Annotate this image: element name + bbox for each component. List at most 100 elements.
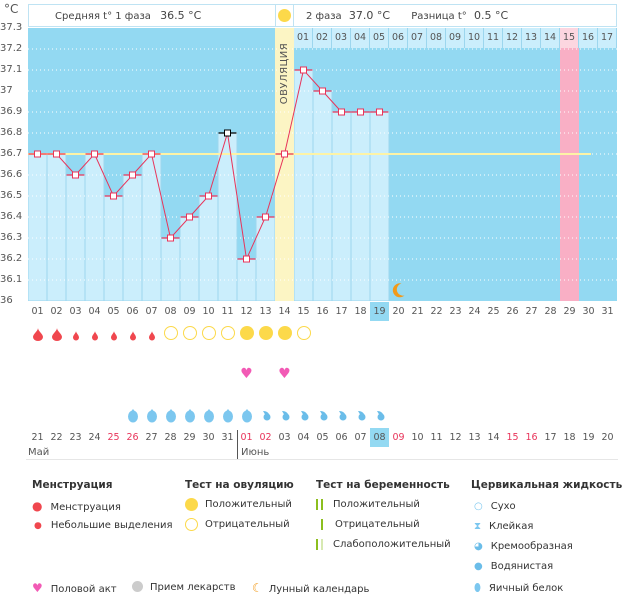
- cycle-day-label[interactable]: 29: [563, 306, 576, 317]
- calendar-date[interactable]: 19: [582, 432, 595, 443]
- temperature-point[interactable]: [186, 213, 193, 221]
- ovulation-test-positive-icon[interactable]: [275, 326, 294, 343]
- ovulation-test-negative-icon[interactable]: [294, 326, 313, 343]
- egg-white-icon[interactable]: [218, 408, 237, 426]
- temperature-point[interactable]: [129, 171, 136, 179]
- spotting-drop-icon[interactable]: [66, 327, 85, 344]
- calendar-date[interactable]: 26: [126, 432, 139, 443]
- calendar-date[interactable]: 17: [544, 432, 557, 443]
- calendar-date[interactable]: 22: [50, 432, 63, 443]
- temperature-point[interactable]: [300, 66, 307, 74]
- calendar-date[interactable]: 15: [506, 432, 519, 443]
- temperature-point[interactable]: [319, 87, 326, 95]
- cycle-day-label[interactable]: 18: [354, 306, 367, 317]
- temperature-point[interactable]: [376, 108, 383, 116]
- cycle-day-label[interactable]: 31: [601, 306, 614, 317]
- temperature-point[interactable]: [110, 192, 117, 200]
- calendar-date[interactable]: 08: [370, 428, 389, 447]
- calendar-date[interactable]: 14: [487, 432, 500, 443]
- cycle-day-label[interactable]: 02: [50, 306, 63, 317]
- temperature-point[interactable]: [281, 150, 288, 158]
- ovulation-test-negative-icon[interactable]: [199, 326, 218, 343]
- calendar-date[interactable]: 12: [449, 432, 462, 443]
- cycle-day-label[interactable]: 09: [183, 306, 196, 317]
- spotting-drop-icon[interactable]: [85, 327, 104, 344]
- ovulation-test-positive-icon[interactable]: [256, 326, 275, 343]
- temperature-point[interactable]: [34, 150, 41, 158]
- cycle-day-label[interactable]: 23: [449, 306, 462, 317]
- calendar-date[interactable]: 09: [392, 432, 405, 443]
- calendar-date[interactable]: 25: [107, 432, 120, 443]
- cycle-day-label[interactable]: 12: [240, 306, 253, 317]
- cycle-day-label[interactable]: 19: [370, 302, 389, 321]
- calendar-date[interactable]: 21: [31, 432, 44, 443]
- egg-white-icon[interactable]: [199, 408, 218, 426]
- creamy-icon[interactable]: [313, 408, 332, 425]
- creamy-icon[interactable]: [275, 408, 294, 425]
- calendar-date[interactable]: 11: [430, 432, 443, 443]
- cycle-day-label[interactable]: 30: [582, 306, 595, 317]
- calendar-date[interactable]: 16: [525, 432, 538, 443]
- temperature-point[interactable]: [357, 108, 364, 116]
- cycle-day-label[interactable]: 03: [69, 306, 82, 317]
- creamy-icon[interactable]: [256, 408, 275, 425]
- menstruation-drop-icon[interactable]: [28, 327, 47, 344]
- calendar-date[interactable]: 03: [278, 432, 291, 443]
- calendar-date[interactable]: 27: [145, 432, 158, 443]
- egg-white-icon[interactable]: [142, 408, 161, 426]
- cycle-day-label[interactable]: 08: [164, 306, 177, 317]
- spotting-drop-icon[interactable]: [142, 327, 161, 344]
- cycle-day-label[interactable]: 07: [145, 306, 158, 317]
- spotting-drop-icon[interactable]: [104, 327, 123, 344]
- cycle-day-label[interactable]: 21: [411, 306, 424, 317]
- cycle-day-label[interactable]: 01: [31, 306, 44, 317]
- cycle-day-label[interactable]: 10: [202, 306, 215, 317]
- moon-icon[interactable]: [392, 283, 405, 298]
- ovulation-test-negative-icon[interactable]: [161, 326, 180, 343]
- temperature-point[interactable]: [243, 255, 250, 263]
- calendar-date[interactable]: 24: [88, 432, 101, 443]
- cycle-day-label[interactable]: 27: [525, 306, 538, 317]
- cycle-day-label[interactable]: 13: [259, 306, 272, 317]
- cycle-day-label[interactable]: 14: [278, 306, 291, 317]
- cycle-day-label[interactable]: 06: [126, 306, 139, 317]
- cycle-day-label[interactable]: 24: [468, 306, 481, 317]
- cycle-day-label[interactable]: 25: [487, 306, 500, 317]
- cycle-day-label[interactable]: 04: [88, 306, 101, 317]
- calendar-date[interactable]: 23: [69, 432, 82, 443]
- temperature-point[interactable]: [224, 129, 231, 137]
- spotting-drop-icon[interactable]: [123, 327, 142, 344]
- calendar-date[interactable]: 04: [297, 432, 310, 443]
- menstruation-drop-icon[interactable]: [47, 327, 66, 344]
- calendar-date[interactable]: 10: [411, 432, 424, 443]
- calendar-date[interactable]: 30: [202, 432, 215, 443]
- ovulation-test-negative-icon[interactable]: [218, 326, 237, 343]
- calendar-date[interactable]: 13: [468, 432, 481, 443]
- creamy-icon[interactable]: [294, 408, 313, 425]
- cycle-day-label[interactable]: 11: [221, 306, 234, 317]
- temperature-point[interactable]: [148, 150, 155, 158]
- cycle-day-label[interactable]: 17: [335, 306, 348, 317]
- creamy-icon[interactable]: [351, 408, 370, 425]
- creamy-icon[interactable]: [370, 408, 389, 425]
- calendar-date[interactable]: 06: [335, 432, 348, 443]
- calendar-date[interactable]: 05: [316, 432, 329, 443]
- ovulation-test-negative-icon[interactable]: [180, 326, 199, 343]
- calendar-date[interactable]: 28: [164, 432, 177, 443]
- egg-white-icon[interactable]: [161, 408, 180, 426]
- egg-white-icon[interactable]: [237, 408, 256, 426]
- temperature-chart[interactable]: ОВУЛЯЦИЯ 01 02 03 04 05 06 07 08 09 10 11 12 13 14 15 1…: [28, 28, 617, 301]
- temperature-point[interactable]: [205, 192, 212, 200]
- cycle-day-label[interactable]: 20: [392, 306, 405, 317]
- temperature-point[interactable]: [262, 213, 269, 221]
- calendar-date[interactable]: 29: [183, 432, 196, 443]
- cycle-day-label[interactable]: 26: [506, 306, 519, 317]
- calendar-date[interactable]: 07: [354, 432, 367, 443]
- ovulation-test-positive-icon[interactable]: [237, 326, 256, 343]
- cycle-day-label[interactable]: 22: [430, 306, 443, 317]
- egg-white-icon[interactable]: [180, 408, 199, 426]
- egg-white-icon[interactable]: [123, 408, 142, 426]
- temperature-point[interactable]: [91, 150, 98, 158]
- temperature-point[interactable]: [72, 171, 79, 179]
- calendar-date[interactable]: 01: [240, 432, 253, 443]
